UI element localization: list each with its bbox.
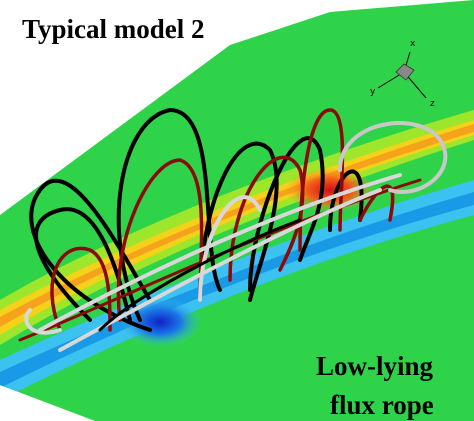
axis-label: x — [410, 39, 416, 49]
figure-title: Typical model 2 — [22, 14, 205, 44]
axis-label: z — [430, 99, 435, 109]
axis-label: y — [370, 87, 376, 97]
figure: Typical model 2 x y z Low-lying flux rop… — [0, 0, 474, 421]
annotation: flux rope — [330, 390, 434, 420]
annotation: Low-lying — [316, 351, 434, 381]
